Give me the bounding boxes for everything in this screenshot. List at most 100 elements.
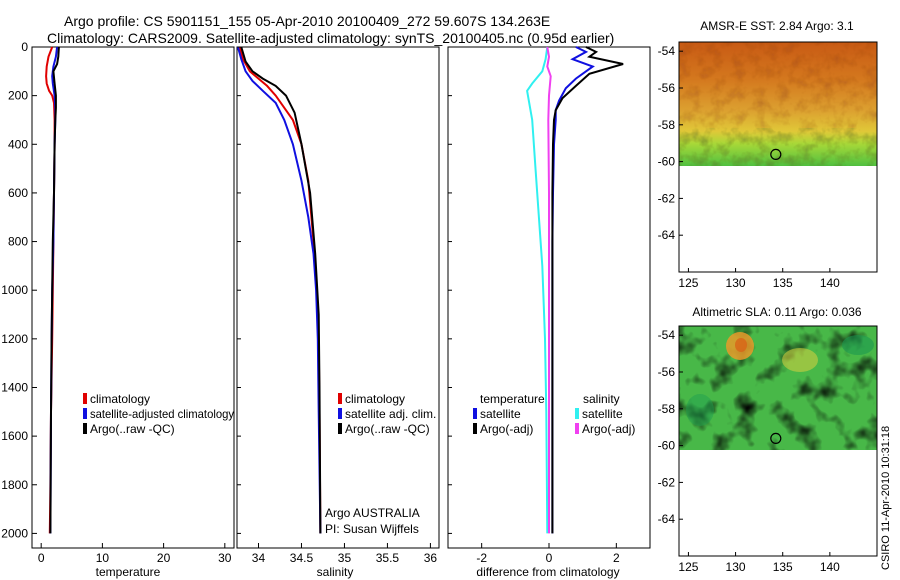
x-tick-label: 35.5 (376, 551, 400, 565)
lon-tick-label: 135 (773, 560, 793, 574)
y-tick-label: 1000 (1, 283, 28, 297)
lat-tick-label: -56 (658, 365, 676, 379)
lon-tick-label: 140 (820, 560, 840, 574)
temperature-xlabel: temperature (96, 565, 161, 579)
sla-yellow-patch (782, 348, 818, 372)
sla-map-title: Altimetric SLA: 0.11 Argo: 0.036 (692, 305, 862, 319)
sla-map-axes-box (678, 325, 878, 557)
legend-label-temp-satellite: satellite (480, 407, 521, 421)
lat-tick-label: -58 (658, 118, 676, 132)
legend-label-sal-argo: Argo(-adj) (582, 422, 635, 436)
x-tick-label: 2 (613, 551, 620, 565)
x-tick-label: 0 (546, 551, 553, 565)
series-line-temperature-argo-adj- (551, 46, 624, 534)
temperature-x-axis: 0 10 20 30 (38, 543, 232, 565)
difference-x-axis: -2 0 2 (448, 46, 620, 565)
sst-map-axes: 125 130 135 140 -54 -56 -58 -60 -62 -64 (658, 44, 841, 290)
y-tick-label: 400 (8, 137, 28, 151)
y-tick-label: 1400 (1, 380, 28, 394)
y-tick-label: 200 (8, 89, 28, 103)
lon-tick-label: 140 (820, 276, 840, 290)
series-line-salinity-argo-adj- (546, 46, 552, 534)
salinity-axes-box (236, 46, 440, 549)
figure-title-line2: Climatology: CARS2009. Satellite-adjuste… (47, 30, 614, 46)
sla-map-axes: 125 130 135 140 -54 -56 -58 -60 -62 -64 (658, 328, 841, 574)
figure-title-line1: Argo profile: CS 5901151_155 05-Apr-2010… (64, 13, 550, 29)
legend-swatch-argo (83, 423, 87, 434)
legend-label-climatology: climatology (90, 392, 150, 406)
legend-label-argo: Argo(..raw -QC) (345, 422, 430, 436)
sla-warm-core (735, 338, 747, 352)
legend-swatch-temp-argo (473, 423, 477, 434)
salinity-x-axis: 34 34.5 35 35.5 36 (237, 46, 438, 565)
sla-low-patch-2 (686, 394, 714, 426)
legend-swatch-satellite-adj (338, 408, 342, 419)
legend-label-satellite-adjusted: satellite-adjusted climatology (90, 407, 234, 421)
legend-swatch-argo (338, 423, 342, 434)
lon-tick-label: 130 (726, 560, 746, 574)
y-tick-label: 0 (21, 40, 28, 54)
difference-series-group (526, 46, 624, 534)
sst-field-texture-green (679, 128, 877, 166)
salinity-panel: 34 34.5 35 35.5 36 salinity climatology sate… (236, 46, 440, 579)
y-tick-label: 2000 (1, 526, 28, 540)
lat-tick-label: -64 (658, 228, 676, 242)
legend-header-salinity: salinity (583, 392, 620, 406)
x-tick-label: 36 (424, 551, 438, 565)
sla-low-patch (842, 335, 874, 355)
y-tick-label: 600 (8, 186, 28, 200)
temperature-series-group (45, 46, 60, 534)
series-line-argo-raw-qc- (49, 46, 60, 534)
lat-tick-label: -64 (658, 512, 676, 526)
series-line-argo-raw-qc- (240, 46, 322, 534)
legend-label-satellite-adj: satellite adj. clim. (345, 407, 436, 421)
y-tick-label: 1800 (1, 478, 28, 492)
lon-tick-label: 125 (678, 560, 698, 574)
x-tick-label: -2 (476, 551, 487, 565)
sst-map-title: AMSR-E SST: 2.84 Argo: 3.1 (700, 19, 854, 33)
x-tick-label: 0 (38, 551, 45, 565)
temperature-panel: 0 200 400 600 800 1000 1200 1400 1600 1800 2000 0 1… (1, 40, 235, 579)
legend-swatch-sal-satellite (575, 408, 579, 419)
lon-tick-label: 130 (726, 276, 746, 290)
series-line-salinity-satellite (526, 46, 549, 534)
lat-tick-label: -60 (658, 439, 676, 453)
sst-map-panel: AMSR-E SST: 2.84 Argo: 3.1 125 130 135 140 -… (658, 19, 878, 290)
lat-tick-label: -58 (658, 402, 676, 416)
sst-map-axes-box (678, 41, 878, 273)
x-tick-label: 34 (252, 551, 266, 565)
legend-swatch-temp-satellite (473, 408, 477, 419)
difference-legend: temperature salinity satellite Argo(-adj… (473, 392, 635, 436)
argo-position-marker (770, 148, 782, 160)
timestamp-side-label: CSIRO 11-Apr-2010 10:31:18 (880, 426, 892, 570)
salinity-xlabel: salinity (317, 565, 354, 579)
legend-swatch-climatology (83, 393, 87, 404)
legend-swatch-climatology (338, 393, 342, 404)
y-tick-label: 1600 (1, 429, 28, 443)
legend-label-argo: Argo(..raw -QC) (90, 422, 175, 436)
lat-tick-label: -54 (658, 328, 676, 342)
legend-swatch-satellite-adjusted (83, 408, 87, 419)
legend-label-temp-argo: Argo(-adj) (480, 422, 533, 436)
argo-program-annotation: Argo AUSTRALIA (325, 506, 420, 520)
sst-field (679, 42, 877, 166)
legend-label-climatology: climatology (345, 392, 405, 406)
depth-axis: 0 200 400 600 800 1000 1200 1400 1600 1800 2000 (1, 40, 37, 540)
y-tick-label: 1200 (1, 332, 28, 346)
x-tick-label: 35 (338, 551, 352, 565)
temperature-axes-box (31, 46, 235, 549)
lat-tick-label: -56 (658, 81, 676, 95)
sla-field (679, 326, 877, 450)
legend-swatch-sal-argo (575, 423, 579, 434)
y-tick-label: 800 (8, 235, 28, 249)
x-tick-label: 34.5 (290, 551, 314, 565)
lat-tick-label: -60 (658, 155, 676, 169)
legend-label-sal-satellite: satellite (582, 407, 623, 421)
pi-annotation: PI: Susan Wijffels (325, 522, 419, 536)
lon-tick-label: 125 (678, 276, 698, 290)
difference-panel: -2 0 2 difference from climatology tempera… (447, 46, 651, 579)
x-tick-label: 30 (218, 551, 232, 565)
lat-tick-label: -62 (658, 475, 676, 489)
lat-tick-label: -54 (658, 44, 676, 58)
